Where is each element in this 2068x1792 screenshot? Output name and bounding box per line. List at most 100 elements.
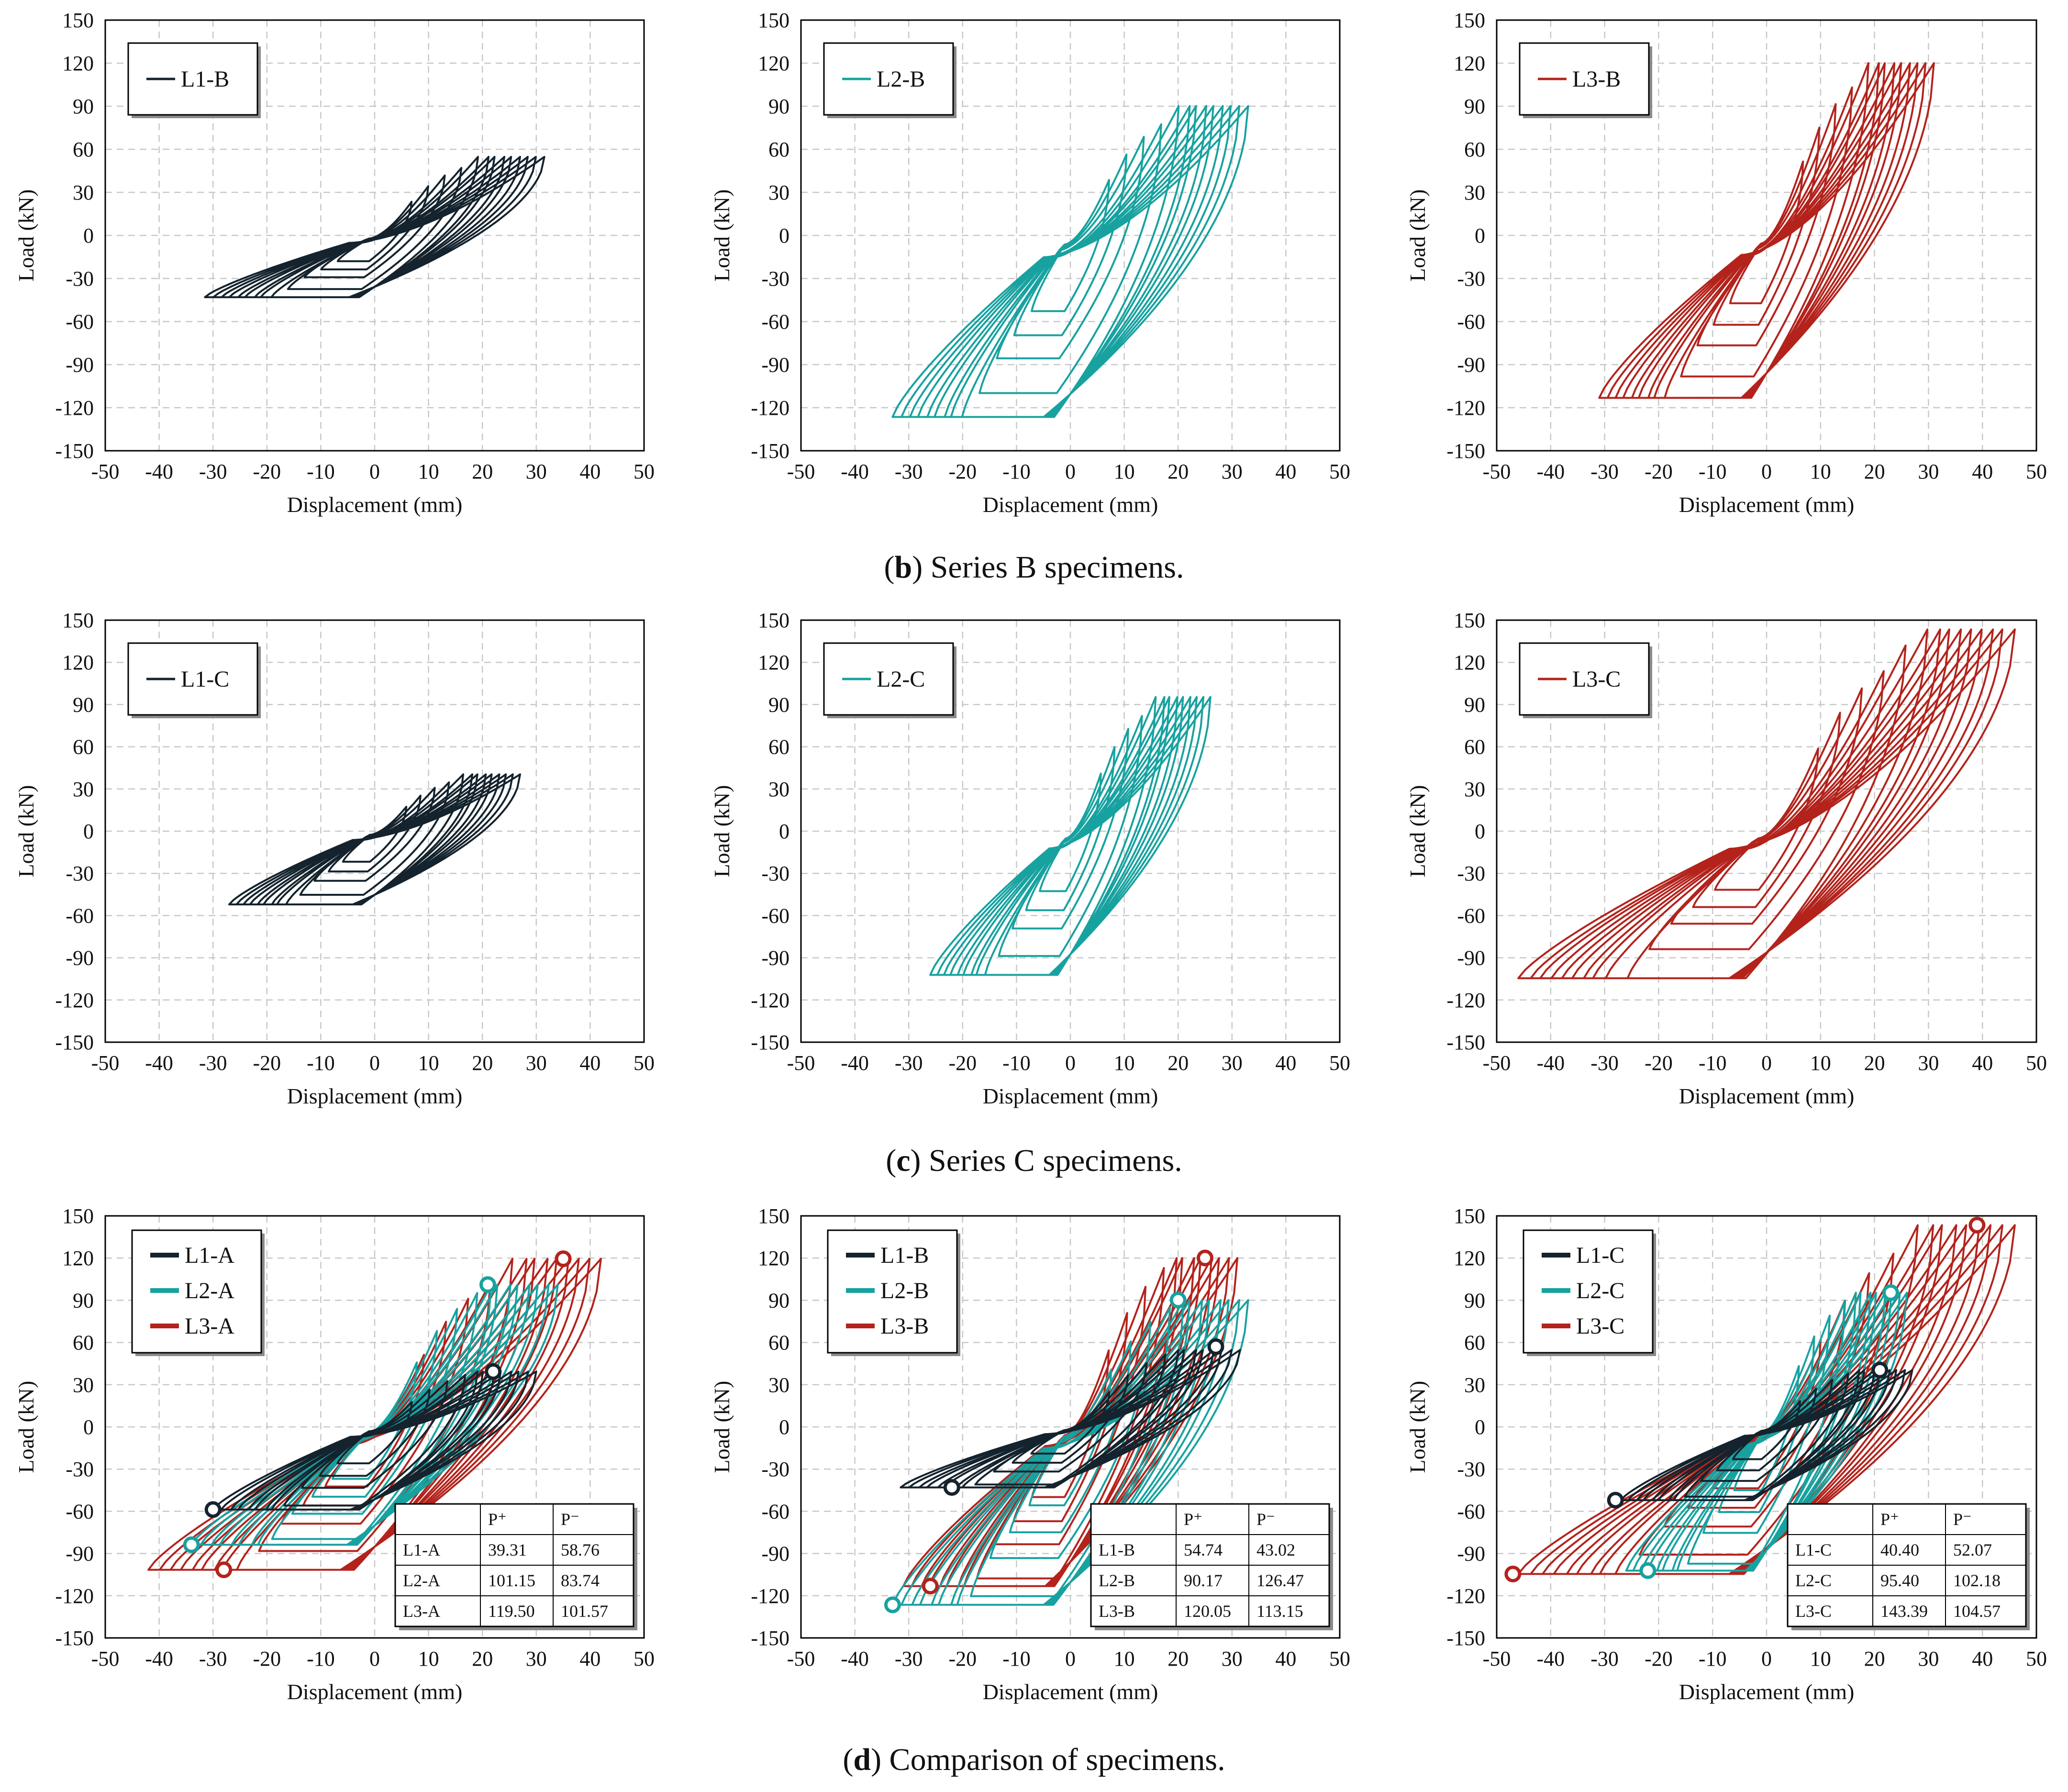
peak-marker-L1-C bbox=[1607, 1491, 1624, 1509]
legend-label-L2-C: L2-C bbox=[877, 667, 925, 692]
chart-L3-C: -50 -40 -30 -20 -10 0 10 20 30 40 50 -150 -120 -90 -60… bbox=[1405, 609, 2047, 1108]
x-tick-label: -30 bbox=[895, 460, 923, 483]
caption-text: ) Series C specimens. bbox=[910, 1143, 1182, 1178]
legend-label-L3-B: L3-B bbox=[1572, 67, 1621, 92]
y-tick-label: 150 bbox=[62, 609, 94, 632]
y-tick-label: 90 bbox=[73, 95, 94, 118]
y-tick-label: 120 bbox=[1454, 651, 1485, 674]
chart-cmp-C: -50 -40 -30 -20 -10 0 10 20 30 40 50 -150 -120 -90 -60… bbox=[1405, 1204, 2047, 1704]
table-header-cell: P⁻ bbox=[1953, 1510, 1972, 1529]
y-tick-label: -120 bbox=[1446, 989, 1485, 1012]
x-tick-label: -40 bbox=[841, 1647, 869, 1670]
y-tick-label: -30 bbox=[66, 1458, 94, 1481]
x-tick-label: 0 bbox=[1761, 460, 1772, 483]
plot-frame bbox=[1496, 1215, 2037, 1639]
hysteresis-curve-L1-A bbox=[212, 1370, 537, 1511]
y-tick-label: -90 bbox=[761, 353, 789, 377]
x-axis-label: Displacement (mm) bbox=[983, 1680, 1158, 1704]
y-tick-label: -120 bbox=[55, 989, 94, 1012]
y-tick-label: -120 bbox=[55, 1584, 94, 1608]
table-header-cell: P⁺ bbox=[1880, 1510, 1899, 1529]
peak-marker-L3-B bbox=[922, 1578, 939, 1595]
x-tick-label: -10 bbox=[307, 1647, 335, 1670]
y-tick-label: 30 bbox=[1464, 1373, 1485, 1397]
x-tick-label: 10 bbox=[418, 460, 439, 483]
table-cell: 126.47 bbox=[1256, 1571, 1304, 1590]
table-cell: 95.40 bbox=[1880, 1571, 1919, 1590]
y-tick-label: 90 bbox=[73, 693, 94, 716]
series-group bbox=[1517, 628, 2016, 979]
chart-L3-B: -50 -40 -30 -20 -10 0 10 20 30 40 50 -150 -120 -90 -60… bbox=[1405, 9, 2047, 517]
y-tick-label: -90 bbox=[761, 946, 789, 970]
hysteresis-curve-L1-B bbox=[900, 1349, 1241, 1489]
x-tick-label: -30 bbox=[199, 460, 227, 483]
y-tick-label: -30 bbox=[761, 862, 789, 885]
y-tick-label: -30 bbox=[1457, 267, 1485, 290]
x-tick-label: -20 bbox=[253, 1647, 281, 1670]
peak-marker-L3-B bbox=[1197, 1249, 1213, 1267]
y-axis-label: Load (kN) bbox=[710, 1381, 734, 1473]
table-cell: L3-C bbox=[1795, 1602, 1832, 1621]
x-tick-label: 0 bbox=[1761, 1647, 1772, 1670]
x-tick-label: -10 bbox=[1699, 1051, 1727, 1075]
x-axis-label: Displacement (mm) bbox=[1679, 1680, 1855, 1704]
legend: L2-B bbox=[823, 42, 956, 118]
x-axis-label: Displacement (mm) bbox=[1679, 492, 1855, 517]
x-tick-label: -40 bbox=[145, 1051, 173, 1075]
x-tick-label: 50 bbox=[1329, 1051, 1350, 1075]
x-tick-label: -40 bbox=[1536, 1647, 1565, 1670]
x-tick-label: -30 bbox=[199, 1647, 227, 1670]
x-tick-label: 10 bbox=[1114, 1647, 1135, 1670]
y-tick-label: 0 bbox=[779, 820, 789, 843]
x-tick-label: 50 bbox=[2026, 460, 2047, 483]
y-tick-label: -150 bbox=[1446, 439, 1485, 463]
x-tick-label: -50 bbox=[91, 460, 120, 483]
table-cell: L1-C bbox=[1795, 1540, 1832, 1559]
hysteresis-curve-L2-B bbox=[891, 1299, 1249, 1606]
legend-label-L3-A: L3-A bbox=[185, 1313, 234, 1339]
x-tick-label: 0 bbox=[1065, 1051, 1076, 1075]
x-tick-label: -20 bbox=[948, 460, 977, 483]
hysteresis-curve-L1-C bbox=[1620, 1369, 1913, 1502]
legend: L1-C bbox=[127, 642, 261, 718]
x-tick-label: -50 bbox=[787, 1647, 815, 1670]
x-tick-label: -30 bbox=[199, 1051, 227, 1075]
y-tick-label: 0 bbox=[1475, 820, 1485, 843]
peak-marker-L2-B bbox=[1169, 1291, 1187, 1309]
x-tick-label: -10 bbox=[307, 1051, 335, 1075]
x-axis-label: Displacement (mm) bbox=[287, 1680, 463, 1704]
peak-marker-L2-C bbox=[1882, 1284, 1899, 1302]
legend-label-L2-B: L2-B bbox=[880, 1278, 929, 1303]
y-tick-label: -150 bbox=[1446, 1626, 1485, 1650]
plot-frame bbox=[800, 619, 1341, 1043]
y-tick-label: -150 bbox=[55, 439, 94, 463]
caption-letter: c bbox=[896, 1143, 911, 1178]
chart-L2-B: -50 -40 -30 -20 -10 0 10 20 30 40 50 -150 -120 -90 -60… bbox=[710, 9, 1350, 517]
table-cell: 58.76 bbox=[561, 1540, 600, 1559]
peak-marker-L1-A bbox=[204, 1501, 222, 1518]
y-tick-label: 120 bbox=[758, 52, 789, 75]
x-tick-label: 20 bbox=[472, 1647, 493, 1670]
caption-text: ) Series B specimens. bbox=[912, 550, 1184, 585]
y-tick-label: 90 bbox=[768, 95, 789, 118]
x-tick-label: 30 bbox=[526, 460, 547, 483]
y-tick-label: -60 bbox=[1457, 1500, 1485, 1523]
peak-marker-L1-C bbox=[1871, 1361, 1889, 1379]
y-tick-label: -120 bbox=[751, 396, 789, 420]
series-group bbox=[1598, 62, 1935, 399]
caption-series-b: (b) Series B specimens. bbox=[884, 550, 1184, 585]
legend-label-L1-A: L1-A bbox=[185, 1243, 234, 1268]
y-axis-label: Load (kN) bbox=[14, 1381, 38, 1473]
y-tick-label: 150 bbox=[758, 1204, 789, 1228]
peak-marker-L3-A bbox=[555, 1250, 572, 1268]
y-tick-label: 30 bbox=[73, 778, 94, 801]
plot-frame bbox=[800, 1215, 1341, 1639]
legend-label-L2-A: L2-A bbox=[185, 1278, 234, 1303]
table-header-cell: P⁻ bbox=[561, 1510, 579, 1529]
legend-label-L3-C: L3-C bbox=[1576, 1313, 1624, 1339]
chart-cmp-B: -50 -40 -30 -20 -10 0 10 20 30 40 50 -150 -120 -90 -60… bbox=[710, 1204, 1350, 1704]
table-header-cell: P⁺ bbox=[488, 1510, 507, 1529]
x-tick-label: -10 bbox=[1699, 460, 1727, 483]
peak-marker-L1-B bbox=[943, 1479, 960, 1496]
x-tick-label: 40 bbox=[1275, 1647, 1296, 1670]
